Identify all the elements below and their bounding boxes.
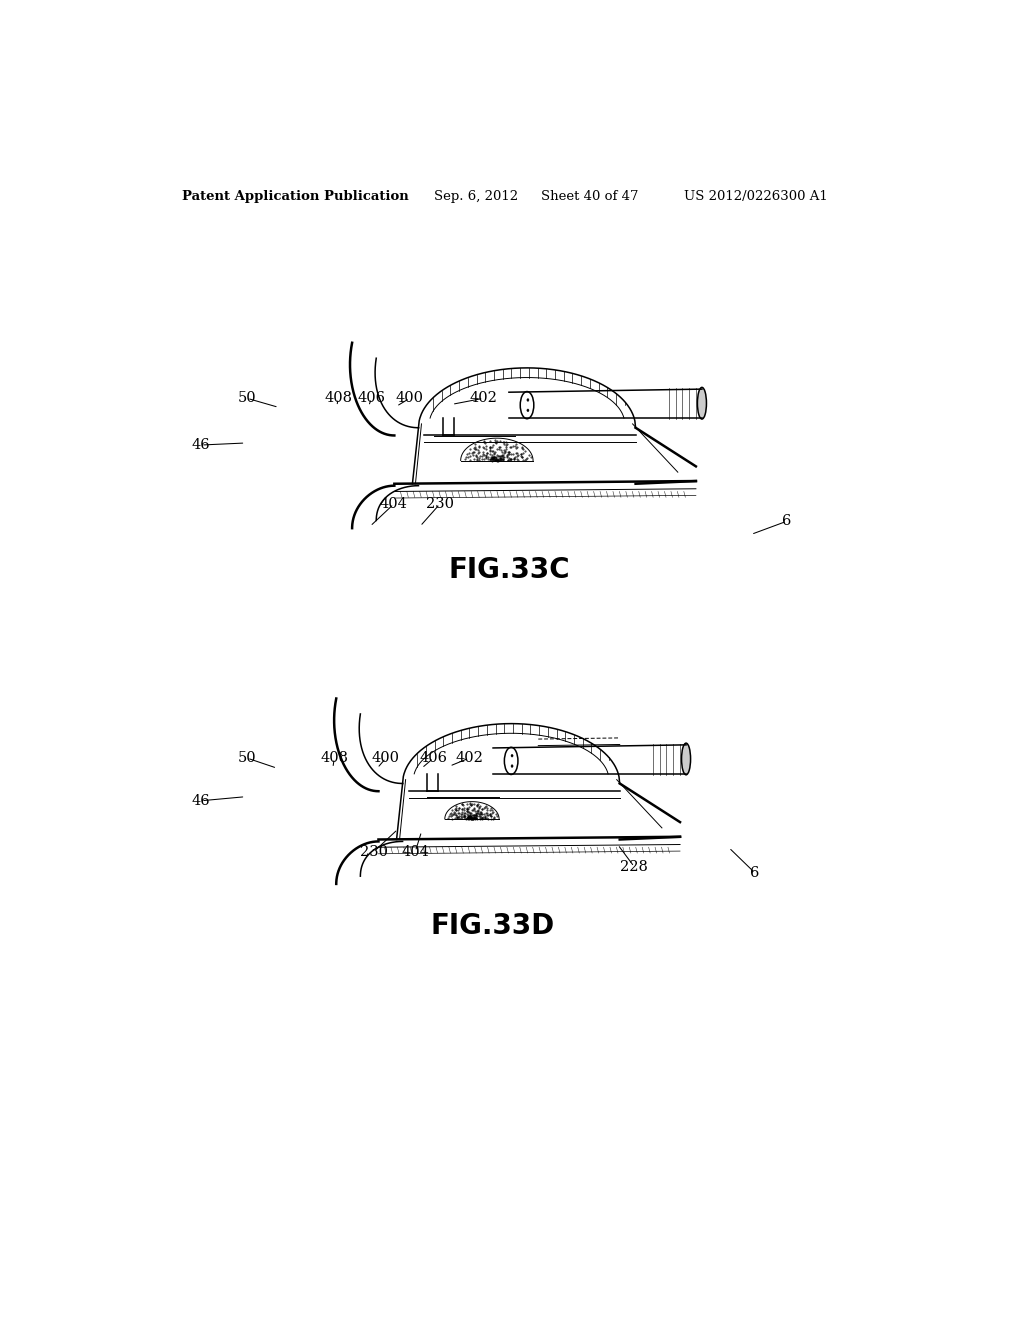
Text: Sheet 40 of 47: Sheet 40 of 47 [541,190,638,202]
Text: US 2012/0226300 A1: US 2012/0226300 A1 [684,190,827,202]
Text: 6: 6 [782,515,792,528]
Text: Sep. 6, 2012: Sep. 6, 2012 [433,190,518,202]
Text: 406: 406 [357,391,386,405]
Text: 6: 6 [751,866,760,880]
Text: FIG.33D: FIG.33D [431,912,555,940]
Ellipse shape [511,764,513,767]
Ellipse shape [682,743,690,775]
Text: 228: 228 [621,859,648,874]
Text: 50: 50 [238,391,256,405]
Text: 230: 230 [360,845,388,858]
Text: 230: 230 [426,496,454,511]
Text: 404: 404 [401,845,429,858]
Ellipse shape [511,754,513,758]
Text: 50: 50 [238,751,256,766]
Ellipse shape [527,399,529,401]
Text: 400: 400 [372,751,400,766]
Text: 400: 400 [395,391,424,405]
Text: FIG.33C: FIG.33C [449,556,569,583]
Text: 46: 46 [191,438,210,451]
Text: 46: 46 [191,793,210,808]
Text: Patent Application Publication: Patent Application Publication [182,190,409,202]
Text: 408: 408 [321,751,348,766]
Ellipse shape [527,409,529,412]
Text: 406: 406 [420,751,447,766]
Text: 404: 404 [380,496,408,511]
Text: 402: 402 [456,751,483,766]
Text: 402: 402 [470,391,498,405]
Ellipse shape [697,387,707,418]
Text: 408: 408 [325,391,352,405]
